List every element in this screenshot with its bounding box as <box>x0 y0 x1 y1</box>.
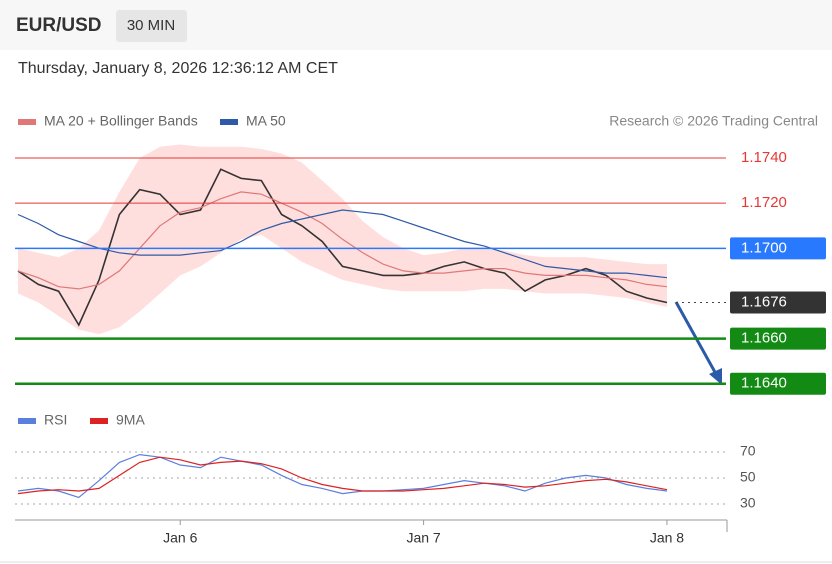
credit: Research © 2026 Trading Central <box>609 113 818 129</box>
legend-label: MA 50 <box>246 113 286 129</box>
y-tick-label: 70 <box>740 443 756 459</box>
interval[interactable]: 30 MIN <box>127 17 175 34</box>
x-tick-label: Jan 7 <box>406 530 440 546</box>
legend-label: MA 20 + Bollinger Bands <box>44 113 198 129</box>
level-label: 1.1676 <box>741 293 787 310</box>
level-tag <box>730 237 826 260</box>
level-label: 1.1740 <box>741 149 787 166</box>
series-line <box>17 168 668 327</box>
legend-swatch <box>90 418 108 424</box>
x-tick-label: Jan 8 <box>650 530 684 546</box>
x-tick-label: Jan 6 <box>163 530 197 546</box>
level-label: 1.1720 <box>741 194 787 211</box>
series-line <box>17 191 668 290</box>
legend-swatch <box>220 119 238 125</box>
series-line <box>17 453 668 499</box>
legend-label: 9MA <box>116 412 145 428</box>
level-tag <box>730 372 826 395</box>
interval-badge[interactable] <box>116 10 187 42</box>
y-tick-label: 30 <box>740 495 756 511</box>
level-label: 1.1640 <box>741 375 787 392</box>
y-tick-label: 50 <box>740 469 756 485</box>
legend-swatch <box>18 418 36 424</box>
level-label: 1.1660 <box>741 330 787 347</box>
series-line <box>17 209 668 279</box>
level-tag <box>730 291 826 314</box>
legend-label: RSI <box>44 412 67 428</box>
legend-swatch <box>18 119 36 125</box>
arrow-head <box>709 368 722 385</box>
timestamp: Thursday, January 8, 2026 12:36:12 AM CE… <box>18 60 338 77</box>
level-label: 1.1700 <box>741 239 787 256</box>
level-tag <box>730 327 826 350</box>
symbol: EUR/USD <box>16 15 102 36</box>
series-line <box>17 456 668 495</box>
